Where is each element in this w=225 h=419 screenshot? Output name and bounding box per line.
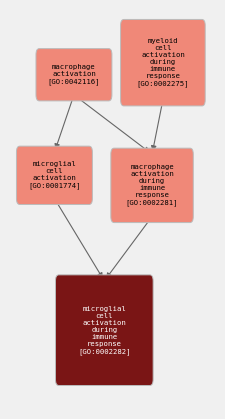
FancyBboxPatch shape (36, 49, 111, 101)
Text: microglial
cell
activation
[GO:0001774]: microglial cell activation [GO:0001774] (28, 161, 80, 189)
Text: macrophage
activation
[GO:0042116]: macrophage activation [GO:0042116] (47, 65, 100, 85)
Text: macrophage
activation
during
immune
response
[GO:0002281]: macrophage activation during immune resp… (125, 165, 178, 206)
FancyBboxPatch shape (110, 148, 192, 222)
FancyArrowPatch shape (76, 96, 148, 152)
Text: microglial
cell
activation
during
immune
response
[GO:0002282]: microglial cell activation during immune… (78, 306, 130, 354)
FancyArrowPatch shape (56, 201, 102, 277)
FancyBboxPatch shape (120, 19, 204, 106)
FancyBboxPatch shape (16, 146, 92, 204)
FancyArrowPatch shape (106, 219, 150, 278)
Text: myeloid
cell
activation
during
immune
response
[GO:0002275]: myeloid cell activation during immune re… (136, 38, 188, 87)
FancyBboxPatch shape (55, 275, 153, 385)
FancyArrowPatch shape (151, 103, 162, 150)
FancyArrowPatch shape (55, 98, 73, 148)
